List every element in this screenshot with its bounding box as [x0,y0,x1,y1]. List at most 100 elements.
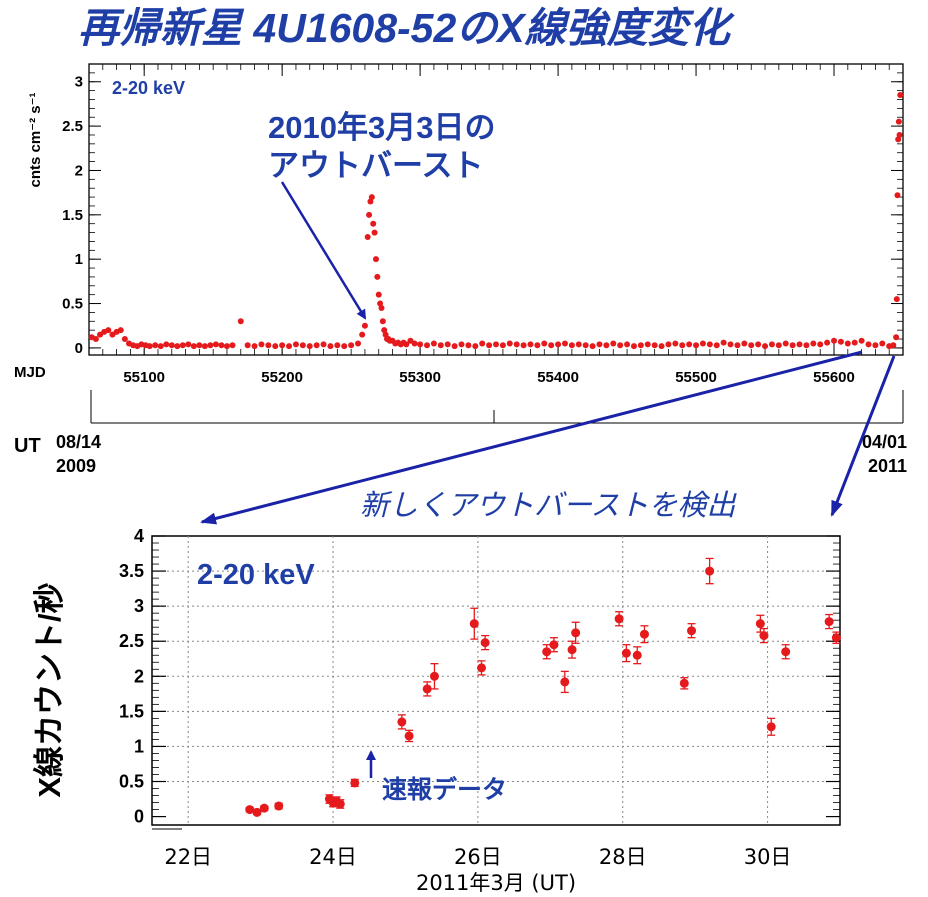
bottom-plot-frame [151,535,841,826]
top-data-point [458,341,465,348]
top-data-point [824,339,831,346]
top-data-point [117,327,124,334]
bottom-data-point [429,671,439,681]
top-data-point [555,341,562,348]
top-data-point [575,341,582,348]
top-y-tick-label: 0 [75,340,83,357]
bottom-x-axis: 22日 24日 26日 28日 30日 [152,828,791,869]
top-data-point [762,343,769,350]
top-data-point [782,340,789,347]
top-annotation-line1: 2010年3月3日の [268,110,495,145]
top-data-point [658,343,665,350]
top-data-point [244,342,251,349]
top-data-point [190,343,197,350]
top-data-point [720,339,727,346]
top-y-tick-label: 3 [75,74,83,91]
top-data-point [895,118,902,125]
top-data-point [152,342,159,349]
bottom-data-point [755,619,765,629]
bottom-data-point [571,628,581,638]
bottom-data-point [480,638,490,648]
top-data-point [894,192,901,199]
top-data-point [258,341,265,348]
zoom-arrow-right [830,355,896,517]
top-data-point [306,343,313,350]
bottom-y-tick-label: 4 [134,526,144,546]
top-data-point [371,229,378,236]
top-data-point [472,343,479,350]
top-data-point [212,341,219,348]
top-x-axis: 55100 55200 55300 55400 55500 55600 [102,64,904,386]
top-data-point [893,334,900,341]
top-data-point [372,256,379,263]
top-data-point [741,340,748,347]
top-data-point [796,341,803,348]
top-data-point [897,92,904,99]
bottom-x-tick-label: 26日 [454,845,502,869]
top-data-point [237,318,244,325]
bottom-y-tick-label: 2 [134,666,144,686]
top-data-point [610,340,617,347]
bottom-data-point [397,717,407,727]
top-x-tick-label: 55600 [813,369,855,386]
top-data-point [506,340,513,347]
bottom-y-axis-title: X線カウント/秒 [32,582,67,797]
bottom-data-point [824,617,834,627]
top-data-point [748,342,755,349]
top-data-point [548,342,555,349]
top-data-point [699,340,706,347]
bottom-y-tick-label: 1.5 [119,701,144,721]
top-data-point [272,343,279,350]
top-data-point [364,234,371,241]
top-data-point [803,342,810,349]
top-data-point [851,339,858,346]
bottom-x-tick-label: 22日 [164,845,212,869]
ut-axis-label: UT [14,435,41,457]
top-data-point [499,342,506,349]
top-data-point [223,343,230,350]
top-data-point [359,331,366,338]
top-data-point [890,342,897,349]
top-data-point [374,273,381,280]
top-data-point [596,341,603,348]
top-y-tick-label: 0.5 [62,296,83,313]
top-data-point [424,342,431,349]
bottom-data-point [469,619,479,629]
bottom-data-point [705,566,715,576]
top-chart: 00.511.522.53 55100 55200 55300 55400 55500 5… [27,63,904,386]
top-data-point [693,342,700,349]
top-data-point [168,342,175,349]
top-data-point [589,343,596,350]
bottom-data-point [252,807,262,817]
top-data-point [727,341,734,348]
top-data-point [437,342,444,349]
top-data-point [534,342,541,349]
top-data-point [831,337,838,344]
inset-label: 新しくアウトバーストを検出 [360,490,738,522]
bottom-data-point [687,626,697,636]
top-x-tick-label: 55500 [675,369,717,386]
top-data-point [603,342,610,349]
top-data-point [893,296,900,303]
top-data-point [672,340,679,347]
top-data-point [486,342,493,349]
top-data-point [789,342,796,349]
top-data-point [706,341,713,348]
top-y-tick-label: 1.5 [62,207,83,224]
top-data-point [218,342,225,349]
top-data-point [686,341,693,348]
ut-end-date: 04/01 [862,432,907,452]
mjd-axis-label: MJD [14,364,46,381]
bottom-data-point [567,645,577,655]
top-data-point [348,342,355,349]
top-data-point [837,338,844,345]
bottom-data-point [639,629,649,639]
top-data-point [174,343,181,350]
top-data-point [279,342,286,349]
top-data-point [444,341,451,348]
top-data-point [775,342,782,349]
top-data-point [541,340,548,347]
bottom-data-point [560,677,570,687]
top-data-point [465,342,472,349]
top-data-point [872,342,879,349]
